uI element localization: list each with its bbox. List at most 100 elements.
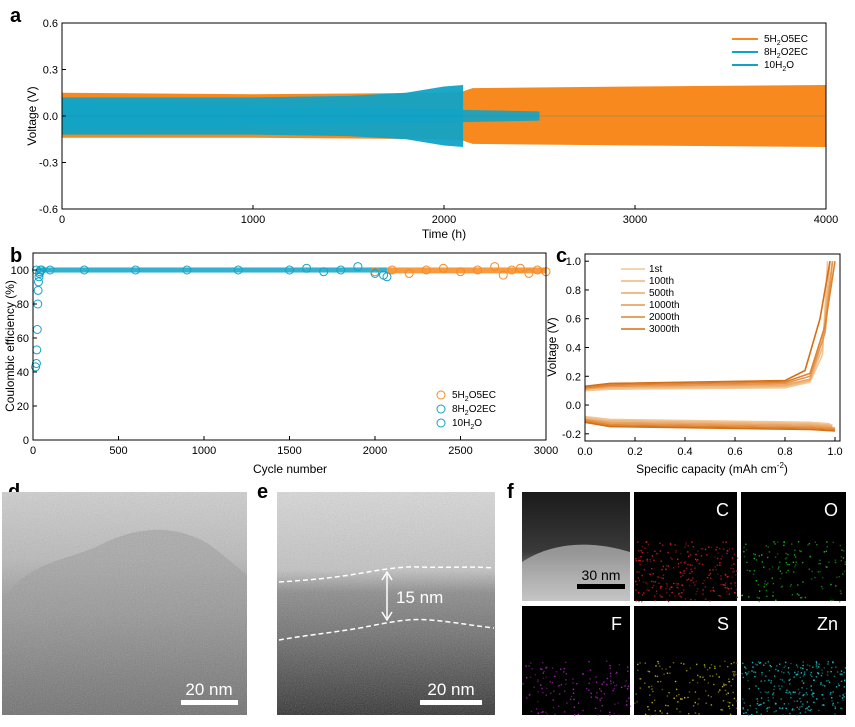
eds-dot bbox=[802, 667, 804, 670]
eds-dot bbox=[557, 685, 560, 688]
eds-dot bbox=[783, 544, 785, 547]
chart-b-xtick-label-4: 2000 bbox=[363, 445, 387, 457]
eds-dot bbox=[775, 599, 777, 601]
eds-dot bbox=[764, 580, 766, 582]
eds-dot bbox=[694, 567, 696, 569]
eds-dot bbox=[730, 582, 732, 585]
eds-label-C: C bbox=[716, 500, 729, 520]
eds-dot bbox=[736, 700, 738, 702]
chart-c-xlabel-sup: -2 bbox=[777, 461, 785, 470]
eds-dot bbox=[764, 662, 767, 664]
eds-dot bbox=[654, 599, 656, 602]
eds-dot bbox=[720, 578, 722, 580]
eds-dot bbox=[830, 691, 832, 694]
eds-dot bbox=[555, 671, 558, 673]
eds-dot bbox=[700, 548, 703, 550]
eds-dot bbox=[723, 548, 725, 550]
chart-b-point-0-10 bbox=[515, 263, 525, 273]
eds-dot bbox=[689, 667, 692, 669]
eds-dot bbox=[525, 665, 527, 667]
eds-dot bbox=[635, 589, 637, 591]
eds-dot bbox=[780, 698, 782, 700]
eds-dot bbox=[657, 576, 660, 578]
chart-b-xtick-label-2: 1000 bbox=[192, 445, 216, 457]
eds-dot bbox=[669, 666, 671, 668]
eds-dot bbox=[678, 566, 680, 568]
eds-dot bbox=[675, 549, 677, 552]
eds-dot bbox=[767, 556, 769, 559]
eds-dot bbox=[771, 577, 773, 579]
eds-dot bbox=[826, 546, 828, 548]
eds-dot bbox=[817, 672, 819, 674]
eds-dot bbox=[653, 584, 655, 587]
eds-dot bbox=[820, 683, 822, 685]
eds-dot bbox=[773, 675, 776, 677]
eds-dot bbox=[796, 593, 799, 595]
eds-dot bbox=[827, 671, 829, 673]
eds-dot bbox=[790, 662, 792, 665]
eds-dot bbox=[779, 578, 782, 580]
eds-dot bbox=[687, 696, 689, 699]
eds-dot bbox=[709, 667, 711, 669]
eds-dot bbox=[720, 558, 722, 560]
eds-dot bbox=[796, 706, 798, 709]
eds-dot bbox=[709, 600, 711, 602]
eds-dot bbox=[642, 560, 644, 562]
eds-dot bbox=[543, 670, 545, 672]
eds-dot bbox=[679, 595, 681, 597]
eds-dot bbox=[542, 692, 544, 694]
chart-b-xtick-label-6: 3000 bbox=[534, 445, 558, 457]
eds-dot bbox=[736, 596, 738, 598]
chart-b-point-1-6 bbox=[285, 265, 294, 275]
eds-scalebar bbox=[577, 584, 625, 589]
eds-dot bbox=[590, 696, 592, 698]
eds-dot bbox=[680, 698, 682, 700]
eds-dot bbox=[558, 684, 560, 687]
eds-dot bbox=[647, 706, 649, 708]
eds-dot bbox=[758, 600, 760, 603]
eds-dot bbox=[730, 663, 733, 665]
eds-dot bbox=[763, 566, 765, 568]
eds-dot bbox=[793, 709, 795, 711]
eds-dot bbox=[699, 676, 701, 678]
eds-dot bbox=[697, 588, 699, 590]
eds-dot bbox=[595, 681, 598, 683]
eds-dot bbox=[637, 541, 639, 543]
chart-b-point-2-5 bbox=[33, 285, 43, 295]
eds-dot bbox=[843, 696, 845, 698]
eds-dot bbox=[703, 679, 706, 681]
eds-dot bbox=[657, 553, 659, 555]
eds-dot bbox=[537, 679, 539, 681]
eds-dot bbox=[573, 698, 575, 701]
eds-tile-bg-2 bbox=[741, 492, 846, 601]
eds-dot bbox=[705, 702, 707, 704]
chart-b-point-1-5 bbox=[233, 265, 243, 275]
tem-e-scalebar-label: 20 nm bbox=[427, 680, 474, 699]
chart-a-xtick-label-2: 2000 bbox=[432, 214, 456, 226]
eds-dot bbox=[754, 675, 756, 678]
eds-dot bbox=[728, 680, 731, 683]
eds-dot bbox=[789, 691, 792, 694]
eds-dot bbox=[759, 691, 762, 693]
eds-dot bbox=[726, 587, 728, 589]
eds-dot bbox=[590, 692, 592, 694]
eds-dot bbox=[588, 689, 590, 691]
eds-dot bbox=[684, 561, 686, 563]
eds-dot bbox=[748, 714, 750, 716]
chart-b-point-2-11 bbox=[37, 265, 47, 275]
eds-dot bbox=[806, 669, 808, 671]
eds-dot bbox=[768, 706, 771, 709]
eds-dot bbox=[808, 665, 811, 667]
eds-dot bbox=[792, 708, 794, 710]
eds-dot bbox=[624, 685, 627, 687]
eds-dot bbox=[794, 565, 796, 568]
eds-dot bbox=[697, 674, 699, 677]
eds-dot bbox=[732, 691, 734, 694]
eds-dot bbox=[625, 704, 628, 706]
eds-dot bbox=[695, 580, 697, 582]
chart-c-data bbox=[584, 261, 836, 432]
eds-dot bbox=[816, 662, 818, 664]
eds-dot bbox=[786, 564, 788, 566]
eds-dot bbox=[712, 590, 715, 592]
chart-c-xtick-label-3: 0.6 bbox=[727, 446, 742, 458]
